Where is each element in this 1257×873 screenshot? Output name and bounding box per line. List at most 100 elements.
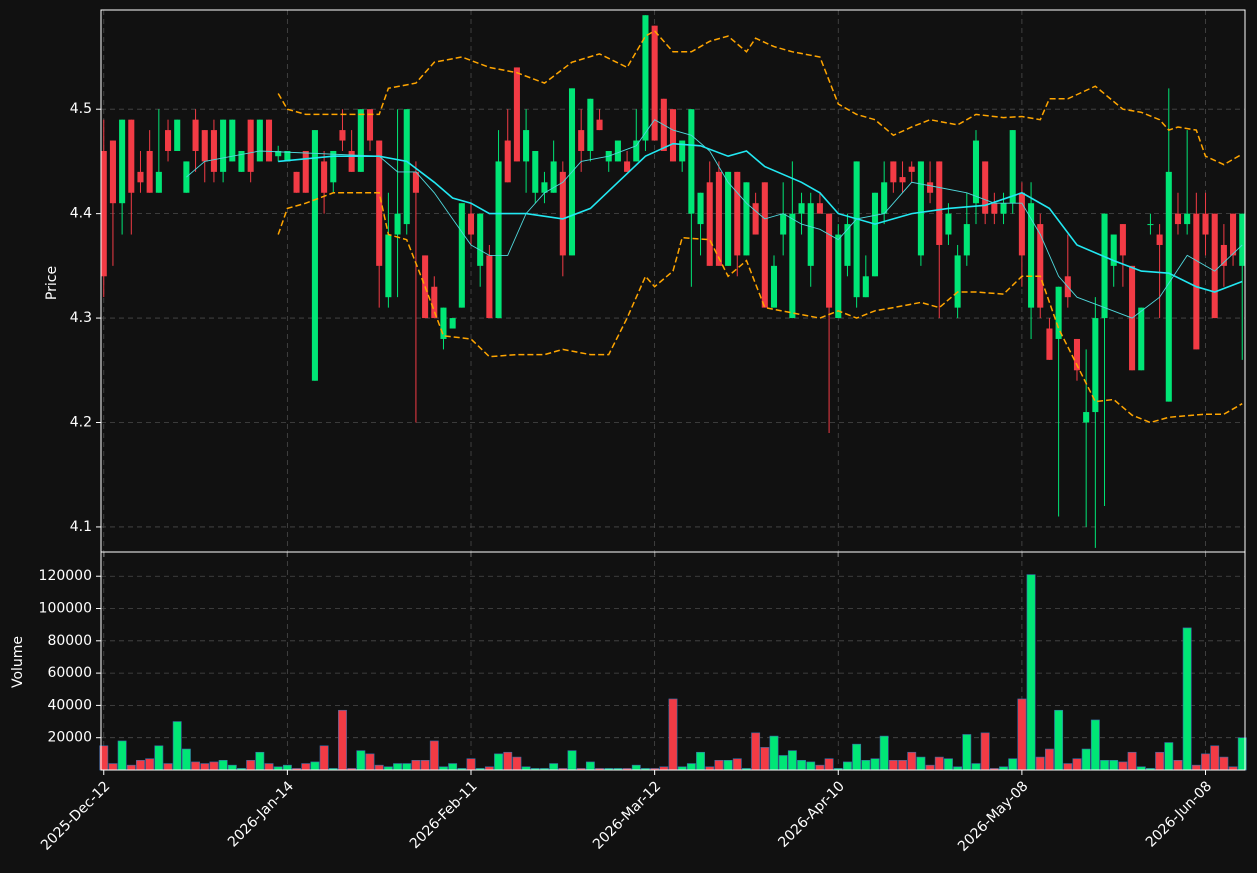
y-tick-label: 60000 [47,665,92,681]
candle-body [1046,328,1053,360]
candle-body [954,255,961,308]
candle-body [174,119,181,151]
candle-body [1220,244,1227,266]
volume-bar [549,763,559,771]
candle-body [513,67,520,162]
volume-bar [1008,758,1018,771]
candle-body [1202,213,1209,235]
volume-bar [1090,719,1100,771]
candle-body [927,182,934,193]
candle-body [1037,224,1044,308]
candle-body [357,109,364,172]
candle-body [550,161,557,193]
candle-body [394,213,401,235]
volume-bar [723,760,733,771]
volume-bar [1063,763,1073,771]
volume-bar [126,764,136,771]
volume-bar [429,740,439,771]
volume-bar [1026,574,1036,771]
volume-bar [145,758,155,771]
volume-bar [1100,760,1109,771]
candle-body [596,119,603,131]
volume-bar [585,761,595,771]
volume-bar [264,763,274,771]
candle-body [256,119,263,162]
candle-body [587,98,594,151]
candle-body [1156,234,1163,245]
candle-body [1184,213,1191,225]
y-tick-label: 100000 [39,601,92,617]
candle-body [467,213,475,235]
candle-body [715,171,722,266]
candle-body [881,182,888,214]
volume-bar [466,758,476,771]
candle-body [826,213,833,308]
candle-body [109,140,116,204]
candle-body [1055,286,1062,339]
candle-body [504,140,511,183]
volume-bar [797,760,806,771]
candle-body [614,140,621,162]
y-tick-label: 20000 [47,730,92,746]
candle-body [559,171,566,256]
average-line [278,142,1243,293]
candle-body [899,177,906,183]
candle-body [697,192,704,225]
y-tick-label: 4.4 [70,206,92,222]
volume-bar [1017,698,1027,771]
volume-bar [971,763,981,771]
volume-bar [962,734,972,771]
volume-bar [888,760,898,771]
volume-bar [631,764,641,771]
volume-bar [1081,748,1091,771]
volume-bar [374,764,384,771]
volume-bar [824,758,834,771]
volume-bar [668,698,678,771]
candle-body [284,150,291,162]
candle-body [945,213,952,235]
candle-body [1028,203,1035,308]
candle-body [192,119,199,151]
candle-body [789,213,796,319]
candle-body [532,150,539,193]
volume-bar [227,764,237,771]
volume-axis-label: Volume [10,636,26,688]
y-tick-label: 4.2 [70,415,92,431]
candle-body [137,171,144,183]
candle-body [633,140,640,162]
candle-body [330,150,337,183]
candle-body [119,119,126,204]
volume-bar [852,743,862,771]
volume-bar [1191,764,1201,771]
candle-body [164,130,172,151]
volume-bar [732,758,742,771]
candle-body [128,119,135,193]
candle-body [348,150,355,172]
volume-bar [163,763,173,771]
candle-body [972,140,980,204]
candle-body [201,130,208,162]
volume-bar [1045,748,1054,771]
candle-body [1165,171,1172,402]
volume-bar [117,740,127,771]
volume-bar [751,732,761,771]
volume-bar [879,735,889,771]
candle-body [688,109,695,214]
volume-bar [760,747,770,771]
candle-body [339,130,346,141]
candle-body [761,182,768,308]
candle-body [183,161,190,193]
candle-body [1018,192,1025,256]
y-tick-label: 80000 [47,633,92,649]
candle-body [321,161,328,193]
candle-body [1073,338,1081,371]
volume-bar [925,764,935,771]
candle-body [458,203,465,308]
volume-bar [218,760,228,771]
volume-bar [282,764,292,771]
candle-body [1009,130,1016,204]
volume-bar [1155,751,1165,771]
volume-bar [907,751,917,771]
